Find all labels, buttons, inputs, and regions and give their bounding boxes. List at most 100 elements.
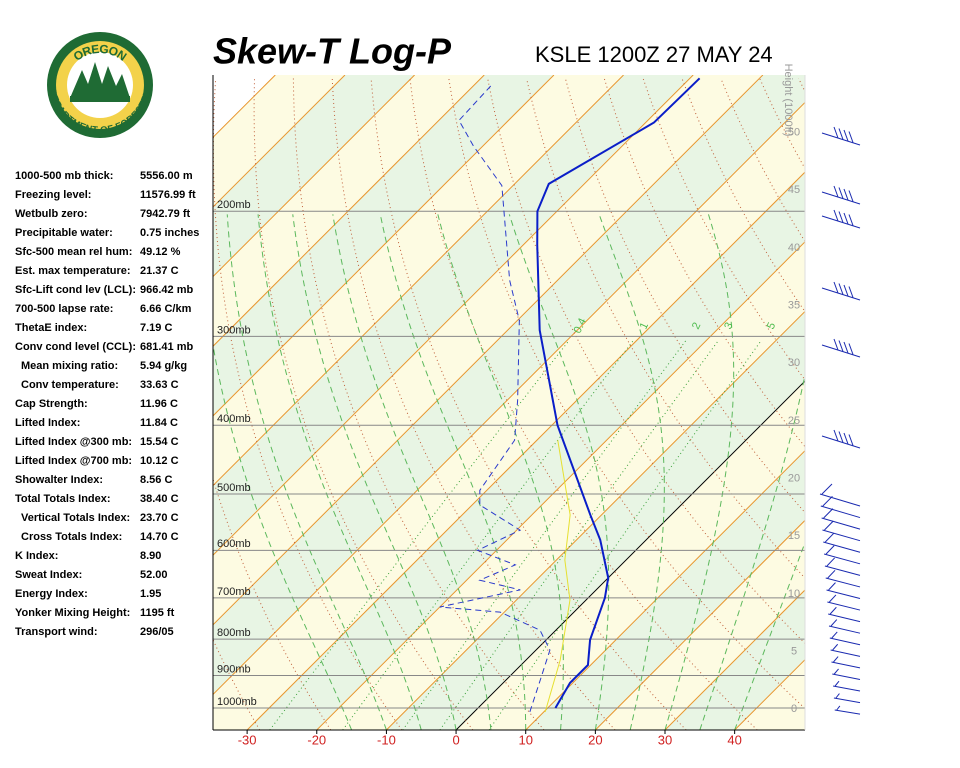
y2-tick-label: 45 <box>788 184 800 196</box>
barb-flag <box>833 281 839 294</box>
barb-flag <box>838 187 844 199</box>
barb-flag <box>833 656 839 663</box>
stat-label: Cross Totals Index: <box>21 531 122 543</box>
moist-adiabat <box>257 214 422 730</box>
barb-flag <box>833 126 839 139</box>
barb-flag <box>833 209 839 222</box>
stat-value: 38.40 C <box>140 493 179 505</box>
barb-flag <box>848 190 854 202</box>
sounding-line <box>439 85 551 713</box>
stat-value: 296/05 <box>140 626 174 638</box>
moist-adiabat <box>379 214 527 730</box>
mixing-ratio-line <box>342 340 634 730</box>
barb-staff <box>820 505 861 519</box>
x-tick-label: -20 <box>307 732 326 747</box>
isotherm <box>386 310 805 730</box>
isotherm <box>246 171 805 730</box>
stat-label: Freezing level: <box>15 189 91 201</box>
x-tick-label: 10 <box>518 732 532 747</box>
mixing-ratio-label: 5 <box>765 321 778 332</box>
stat-label: Cap Strength: <box>15 398 88 410</box>
barb-flag <box>831 631 838 639</box>
barb-staff <box>821 215 861 229</box>
moist-adiabat <box>213 342 353 730</box>
barb-flag <box>824 520 834 531</box>
moist-adiabat <box>508 214 610 730</box>
stat-label: Lifted Index @300 mb: <box>15 436 132 448</box>
barb-flag <box>848 131 854 143</box>
y-tick-label: 600mb <box>217 538 251 550</box>
barb-flag <box>829 606 837 615</box>
stat-label: Vertical Totals Index: <box>21 512 130 524</box>
barb-staff <box>831 661 861 669</box>
dry-adiabat <box>876 78 960 730</box>
y2-tick-label: 25 <box>788 415 800 427</box>
y-tick-label: 500mb <box>217 482 251 494</box>
y2-tick-label: 5 <box>791 645 797 657</box>
y2-tick-label: 0 <box>791 703 797 715</box>
moist-adiabat <box>437 214 564 730</box>
mixing-ratio-label: 1 <box>638 321 651 332</box>
barb-flag <box>825 545 835 555</box>
y2-tick-label: 50 <box>788 127 800 139</box>
stat-value: 10.12 C <box>140 455 179 467</box>
barb-staff <box>821 191 861 205</box>
chart-subtitle: KSLE 1200Z 27 MAY 24 <box>535 42 773 67</box>
barb-flag <box>836 705 841 711</box>
y-tick-label: 800mb <box>217 627 251 639</box>
isotherm <box>213 75 415 278</box>
stat-value: 5556.00 m <box>140 170 193 182</box>
wind-barbs <box>819 126 861 715</box>
barb-flag <box>835 693 840 699</box>
barb-staff <box>819 493 861 507</box>
barb-staff <box>822 529 861 542</box>
moist-adiabat <box>332 214 492 730</box>
barb-staff <box>821 132 861 146</box>
isotherm <box>455 380 805 730</box>
dry-adiabat <box>370 78 687 730</box>
barb-staff <box>828 613 861 623</box>
stat-label: Sfc-Lift cond lev (LCL): <box>15 284 136 296</box>
barb-staff <box>830 649 861 657</box>
stat-label: Mean mixing ratio: <box>21 360 118 372</box>
barb-flag <box>848 343 854 355</box>
y-tick-label: 900mb <box>217 663 251 675</box>
stat-label: K Index: <box>15 550 58 562</box>
y2-tick-label: 15 <box>788 530 800 542</box>
barb-staff <box>833 697 861 704</box>
stat-label: Conv cond level (CCL): <box>15 341 136 353</box>
stat-label: Lifted Index: <box>15 417 80 429</box>
barb-flag <box>838 283 844 295</box>
barb-staff <box>828 625 861 634</box>
stat-label: Sweat Index: <box>15 569 82 581</box>
stat-value: 11.84 C <box>140 417 178 429</box>
barb-staff <box>826 589 861 599</box>
isotherm-band <box>213 75 805 695</box>
stat-value: 681.41 mb <box>140 341 193 353</box>
mixing-ratio-label: 2 <box>690 321 703 332</box>
barb-flag <box>848 434 854 446</box>
dry-adiabat <box>954 78 960 730</box>
stat-label: Yonker Mixing Height: <box>15 607 130 619</box>
y2-tick-label: 20 <box>788 473 800 485</box>
barb-flag <box>843 284 849 297</box>
y2-axis-label: Height (1000ft) <box>782 64 794 137</box>
stat-label: Precipitable water: <box>15 227 113 239</box>
stat-value: 8.90 <box>140 550 161 562</box>
stat-value: 21.37 C <box>140 265 179 277</box>
barb-staff <box>823 553 861 565</box>
isotherm <box>664 589 805 730</box>
x-tick-label: -30 <box>238 732 257 747</box>
barb-flag <box>828 582 836 591</box>
stat-label: Transport wind: <box>15 626 98 638</box>
stat-value: 5.94 g/kg <box>140 360 187 372</box>
moist-adiabat <box>226 214 387 730</box>
isotherm-band <box>804 729 805 730</box>
barb-staff <box>834 709 861 715</box>
isotherm <box>525 450 805 730</box>
stat-value: 6.66 C/km <box>140 303 192 315</box>
stat-value: 1195 ft <box>140 607 175 619</box>
barb-staff <box>824 565 861 576</box>
stat-label: Showalter Index: <box>15 474 103 486</box>
